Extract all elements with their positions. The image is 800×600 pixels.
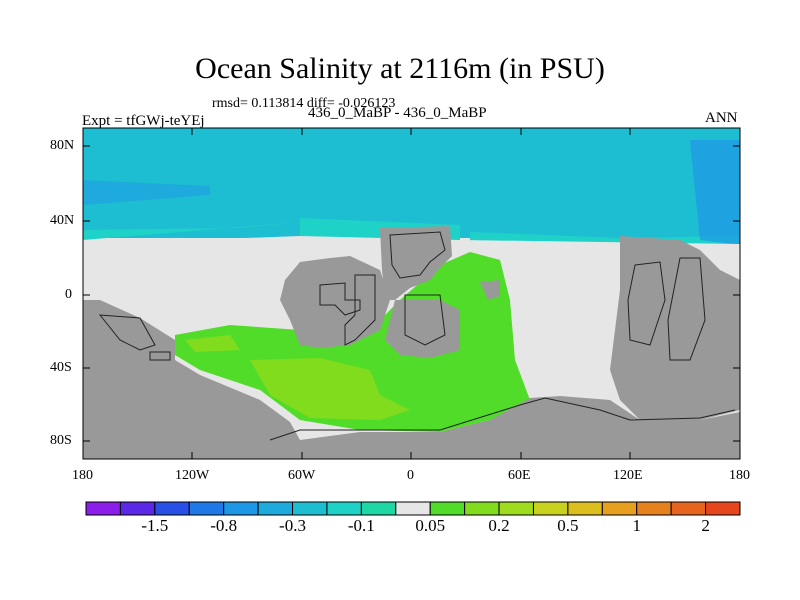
colorbar-swatch [498,501,534,516]
land-antarctica [83,396,740,459]
colorbar-label: -0.3 [279,516,306,535]
colorbar-label: 0.5 [557,516,579,535]
colorbar [85,501,741,516]
experiment-label: Expt = tfGWj-teYEj [82,113,205,129]
land-africa-north [380,226,452,300]
coastlines [98,231,736,441]
colorbar-swatch [532,501,569,516]
period-label: ANN [705,110,738,126]
lat-label-0: 0 [65,287,72,302]
lon-tick-marks [82,128,631,459]
lon-label-180w: 180 [72,468,93,483]
colorbar-swatch [119,501,156,516]
colorbar-label: 2 [701,516,710,535]
lon-label-120w: 120W [175,468,210,483]
colorbar-label: -0.1 [347,516,375,535]
colorbar-swatch [670,501,707,516]
lon-label-0: 0 [407,468,414,483]
land-south-america [280,256,390,348]
comparison-label: 436_0_MaBP - 436_0_MaBP [308,105,487,121]
colorbar-swatch [188,501,225,516]
colorbar-swatch [601,501,638,516]
land-asia-australia [610,236,740,425]
map-field [83,128,740,459]
colorbar-swatch [705,501,741,516]
lon-label-120e: 120E [613,468,643,483]
colorbar-label: -1.5 [141,516,169,535]
land-africa-south [385,300,460,358]
land-pacific-south [83,300,300,440]
lat-label-40n: 40N [50,213,75,228]
lon-label-60e: 60E [508,468,531,483]
colorbar-swatch [464,501,500,516]
colorbar-swatch [429,501,466,516]
colorbar-swatch [257,501,294,516]
colorbar-swatch [567,501,603,516]
colorbar-swatch [395,501,431,516]
lat-label-80n: 80N [50,138,75,153]
northern-ocean-cyan [83,128,740,238]
colorbar-swatch [85,501,121,516]
colorbar-swatch [326,501,362,516]
positive-anomaly-light-green [250,358,410,420]
colorbar-label: -0.8 [210,516,238,535]
lon-label-180e: 180 [729,468,750,483]
colorbar-label: 0.2 [488,516,510,535]
lat-tick-marks [83,145,740,442]
colorbar-label: 1 [632,516,641,535]
colorbar-swatch [292,501,328,516]
colorbar-swatch [223,501,259,516]
lat-label-80s: 80S [50,433,72,448]
colorbar-swatch [360,501,397,516]
chart-title: Ocean Salinity at 2116m (in PSU) [195,52,605,85]
colorbar-swatch [636,501,672,516]
lat-label-40s: 40S [50,360,72,375]
stats-text: rmsd= 0.113814 diff= -0.026123 [212,96,396,111]
lon-label-60w: 60W [288,468,316,483]
colorbar-swatch [154,501,190,516]
colorbar-label: 0.05 [415,516,446,535]
